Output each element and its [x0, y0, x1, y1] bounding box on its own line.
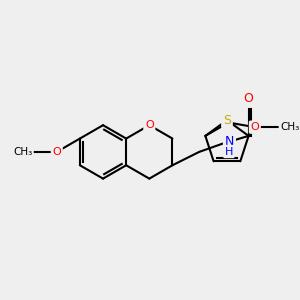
Text: H: H [225, 146, 233, 157]
Text: N: N [225, 136, 234, 148]
Text: CH₃: CH₃ [13, 147, 32, 157]
Text: S: S [223, 114, 231, 127]
Text: CH₃: CH₃ [280, 122, 300, 132]
Text: O: O [250, 122, 259, 132]
Text: O: O [244, 92, 254, 105]
Text: O: O [52, 147, 61, 157]
Text: O: O [145, 120, 154, 130]
